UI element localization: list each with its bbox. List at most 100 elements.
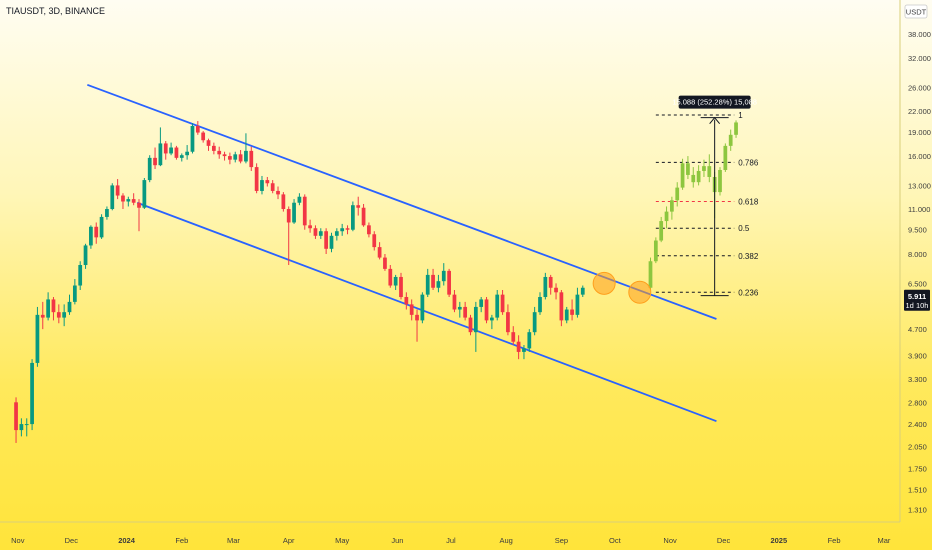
candle-body (393, 276, 398, 286)
candle (147, 155, 152, 183)
breakout-marker (628, 280, 652, 304)
candle-body (383, 257, 387, 269)
candle-body (345, 228, 350, 230)
currency-label: USDT (906, 8, 927, 17)
candle-body (404, 297, 409, 305)
candle (297, 193, 302, 206)
measure-label: 15.088 (252.28%) 15,088 (672, 98, 757, 107)
fib-level-label: 1 (738, 111, 743, 120)
candle-body (158, 143, 163, 166)
candle (99, 214, 104, 239)
y-tick-label: 16.000 (908, 152, 931, 161)
x-tick-label: Mar (877, 536, 890, 545)
last-price-label: 5.911 (908, 292, 926, 301)
candle-body (675, 187, 680, 201)
candle (431, 268, 435, 291)
projection-candle (734, 120, 738, 138)
candle (276, 186, 280, 200)
last-price-countdown: 1d 10h (906, 301, 929, 310)
candle (522, 345, 526, 360)
candle-body (244, 150, 248, 162)
x-tick-label: Nov (663, 536, 677, 545)
projection-candle (728, 129, 733, 151)
candle-body (415, 314, 419, 321)
candle-body (89, 226, 93, 246)
fibonacci-levels: 1 0.786 0.618 0.5 0.382 0.236 (655, 111, 759, 297)
candle-body (62, 312, 67, 318)
candle-body (707, 166, 712, 177)
candle-body (377, 247, 382, 258)
candle (105, 206, 109, 220)
candle-body (511, 332, 516, 342)
candle-body (463, 306, 468, 318)
candle-body (495, 294, 500, 318)
fib-level-label: 0.236 (738, 288, 759, 297)
candle (260, 175, 264, 195)
candle (222, 151, 227, 161)
candle (67, 294, 72, 315)
candle-body (238, 154, 243, 162)
candle-body (233, 154, 238, 160)
candle-body (169, 147, 173, 154)
candle-body (680, 163, 685, 188)
candle (367, 222, 371, 238)
candle (506, 304, 510, 336)
candle-body (575, 294, 580, 315)
candle-body (185, 151, 189, 156)
y-tick-label: 22.000 (908, 107, 931, 116)
projection-candle (648, 257, 653, 291)
x-tick-label: 2025 (770, 536, 787, 545)
candle (35, 306, 40, 367)
candle-body (228, 156, 232, 160)
candle-body (83, 245, 88, 266)
candle-body (30, 362, 34, 425)
chart-title: TIAUSDT, 3D, BINANCE (6, 6, 105, 16)
candle-body (206, 140, 211, 146)
candle-body (457, 306, 462, 310)
candle-body (318, 231, 323, 236)
candle (137, 199, 141, 232)
fib-level-label: 0.382 (738, 252, 759, 261)
candle-body (110, 185, 115, 210)
candle (361, 203, 366, 227)
candle (142, 178, 147, 210)
candle-body (516, 341, 521, 352)
candle (292, 199, 296, 224)
candle (516, 335, 521, 360)
x-tick-label: Jul (446, 536, 456, 545)
candle-body (222, 154, 227, 157)
candle (575, 287, 580, 318)
projection-candle (707, 154, 712, 183)
candle-body (190, 125, 195, 152)
projection-candle (691, 167, 696, 188)
candle-body (564, 309, 569, 321)
candle (377, 242, 382, 260)
candle (83, 243, 88, 269)
y-tick-label: 2.050 (908, 442, 927, 451)
candle-body (686, 163, 690, 175)
candle-body (308, 225, 312, 229)
candle-body (340, 228, 345, 232)
candle (415, 309, 419, 342)
candle-body (195, 125, 200, 133)
candle-body (179, 155, 184, 158)
candle (511, 326, 516, 346)
candle (115, 179, 120, 200)
candle-body (105, 209, 109, 217)
x-tick-label: Dec (65, 536, 79, 545)
candle-body (691, 174, 696, 183)
candle-body (174, 147, 179, 158)
y-tick-label: 26.000 (908, 83, 931, 92)
candle-body (46, 299, 50, 318)
candle (388, 265, 393, 288)
candle (19, 418, 24, 437)
candle-body (24, 424, 29, 426)
candle (351, 201, 355, 232)
candle-body (137, 202, 141, 208)
candle (270, 180, 275, 194)
candle (238, 150, 243, 164)
candle-body (479, 299, 484, 307)
y-tick-label: 9.500 (908, 226, 927, 235)
candle-body (431, 274, 435, 288)
